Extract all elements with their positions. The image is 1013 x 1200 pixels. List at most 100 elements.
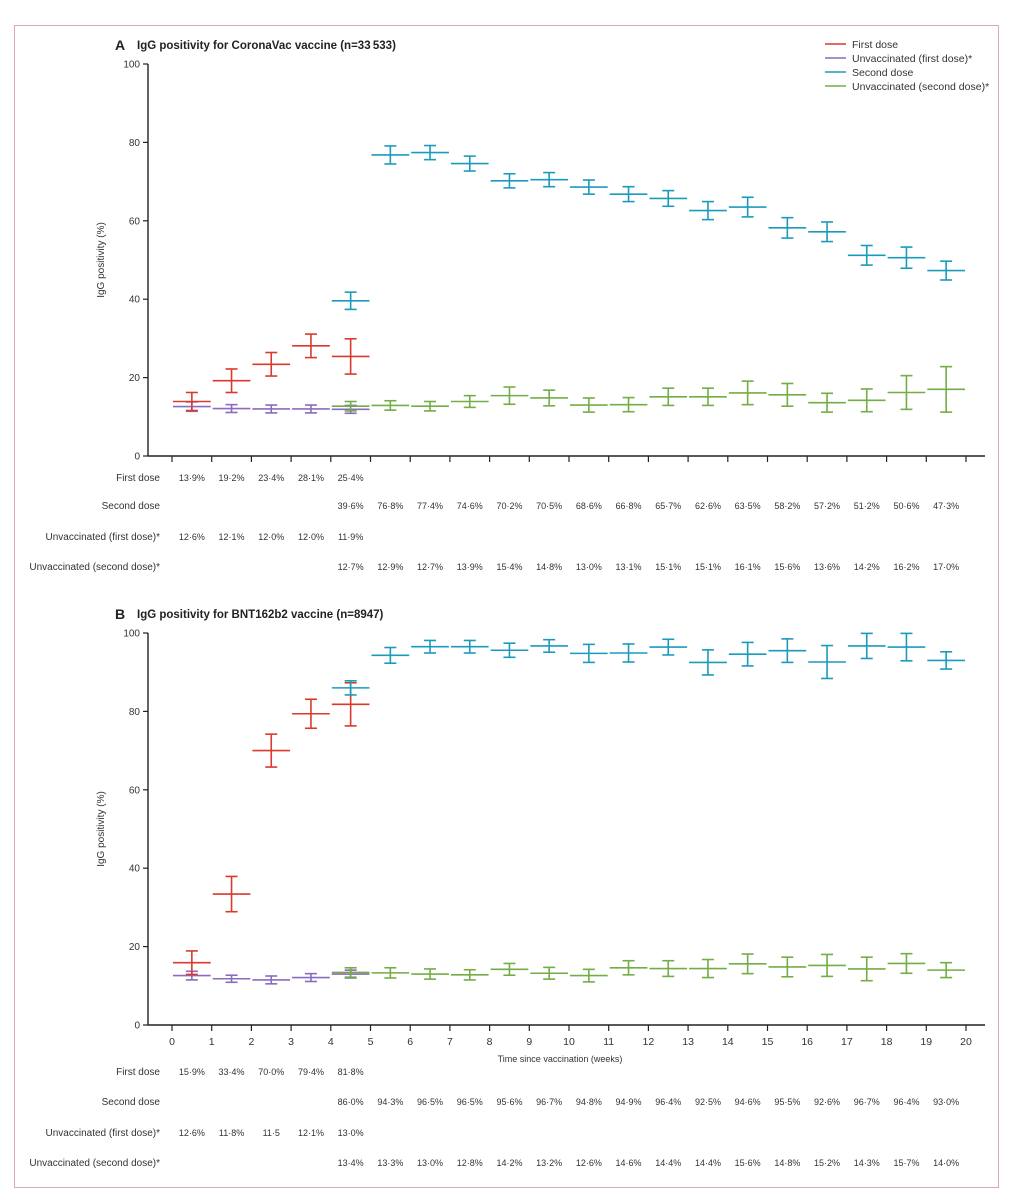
table-cell: 94·3%	[377, 1097, 403, 1107]
data-point	[212, 368, 251, 394]
data-point	[411, 639, 449, 654]
series-unvacc-first	[173, 401, 370, 415]
table-cell: 93·0%	[933, 1097, 959, 1107]
table-cell: 14·6%	[616, 1158, 642, 1168]
data-point	[847, 632, 886, 660]
table-cell: 16·2%	[893, 562, 919, 572]
table-row-label: Unvaccinated (first dose)*	[46, 1128, 161, 1139]
y-tick-label: 100	[123, 629, 140, 640]
data-point	[411, 400, 449, 412]
table-cell: 13·9%	[179, 473, 205, 483]
y-tick-label: 40	[129, 864, 141, 875]
x-tick-label: 3	[288, 1036, 294, 1048]
data-point	[808, 953, 846, 978]
data-point	[331, 400, 370, 412]
data-point	[490, 172, 529, 189]
table-cell: 17·0%	[933, 562, 959, 572]
x-tick-label: 11	[603, 1036, 614, 1048]
y-tick-label: 100	[123, 60, 140, 71]
table-cell: 92·6%	[814, 1097, 840, 1107]
table-cell: 96·4%	[655, 1097, 681, 1107]
table-row-label: Second dose	[102, 501, 161, 512]
data-point	[649, 959, 688, 978]
data-point	[649, 189, 688, 208]
data-point	[292, 972, 330, 983]
table-cell: 74·6%	[457, 501, 483, 511]
y-tick-label: 20	[129, 373, 141, 384]
table-cell: 14·0%	[933, 1158, 959, 1168]
data-point	[490, 962, 529, 977]
y-tick-label: 60	[129, 216, 141, 227]
table-cell: 96·7%	[536, 1097, 562, 1107]
y-tick-label: 80	[129, 138, 141, 149]
data-point	[808, 392, 846, 413]
data-point	[728, 196, 767, 218]
x-tick-label: 20	[960, 1036, 972, 1048]
data-point	[252, 351, 291, 377]
table-cell: 14·4%	[655, 1158, 681, 1168]
data-point	[490, 386, 529, 406]
data-point	[212, 403, 251, 414]
table-cell: 19·2%	[219, 473, 245, 483]
data-point	[847, 956, 886, 982]
data-point	[212, 974, 251, 984]
panel-a-plot: 0 20 40 60 80 100 First dose 13·9% 19·2% 23·4% 28·…	[29, 60, 985, 573]
data-point	[530, 171, 568, 188]
table-cell: 13·2%	[536, 1158, 562, 1168]
table-cell: 14·3%	[854, 1158, 880, 1168]
table-cell: 13·0%	[417, 1158, 443, 1168]
x-tick-label: 5	[368, 1036, 374, 1048]
data-point	[331, 966, 370, 978]
table-cell: 23·4%	[258, 473, 284, 483]
x-tick-label: 15	[762, 1036, 774, 1048]
legend-label-unvacc-second: Unvaccinated (second dose)*	[852, 81, 989, 93]
table-cell: 11·9%	[338, 532, 363, 542]
table-cell: 13·4%	[338, 1158, 364, 1168]
data-point	[450, 155, 489, 172]
table-cell: 12·1%	[219, 532, 245, 542]
panel-b-title: IgG positivity for BNT162b2 vaccine (n=8…	[137, 609, 384, 621]
data-point	[609, 185, 648, 203]
x-tick-label: 18	[881, 1036, 893, 1048]
data-point	[609, 396, 648, 413]
table-cell: 11·5	[263, 1128, 280, 1138]
data-point	[252, 733, 291, 768]
x-tick-label: 8	[487, 1036, 493, 1048]
data-point	[768, 956, 807, 978]
table-cell: 12·6%	[576, 1158, 602, 1168]
data-point	[292, 404, 330, 414]
data-point	[450, 394, 489, 409]
table-cell: 15·1%	[655, 562, 681, 572]
table-cell: 76·8%	[377, 501, 403, 511]
data-point	[689, 649, 727, 676]
y-tick-label: 60	[129, 785, 141, 796]
x-tick-label: 1	[209, 1036, 215, 1048]
table-cell: 33·4%	[219, 1067, 245, 1077]
figure-frame	[14, 25, 999, 1188]
data-point	[768, 216, 807, 239]
table-cell: 79·4%	[298, 1067, 324, 1077]
x-tick-label: 2	[248, 1036, 254, 1048]
x-tick-label: 16	[801, 1036, 813, 1048]
panel-a-letter: A	[115, 37, 125, 53]
table-cell: 14·2%	[496, 1158, 522, 1168]
data-point	[689, 387, 727, 407]
data-point	[808, 221, 846, 243]
table-cell: 15·1%	[695, 562, 721, 572]
legend-label-first-dose: First dose	[852, 39, 898, 51]
data-point	[649, 638, 688, 656]
table-cell: 58·2%	[774, 501, 800, 511]
table-cell: 47·3%	[933, 501, 959, 511]
table-cell: 63·5%	[735, 501, 761, 511]
table-row-label: Second dose	[102, 1097, 161, 1108]
table-cell: 95·5%	[774, 1097, 800, 1107]
panel-a-title: IgG positivity for CoronaVac vaccine (n=…	[137, 40, 396, 52]
series-unvacc-second	[331, 952, 965, 983]
series-first-dose	[173, 333, 370, 412]
x-tick-label: 17	[841, 1036, 853, 1048]
table-cell: 15·2%	[814, 1158, 840, 1168]
data-point	[252, 404, 291, 414]
data-point	[689, 958, 727, 979]
table-cell: 12·7%	[338, 562, 364, 572]
table-row-label: Unvaccinated (second dose)*	[29, 1158, 160, 1169]
